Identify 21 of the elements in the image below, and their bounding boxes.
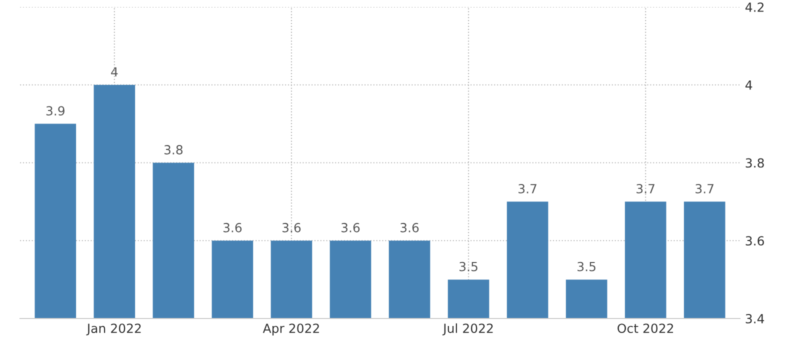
- data-label: 3.5: [460, 262, 478, 272]
- x-tick-label: Oct 2022: [618, 324, 674, 334]
- data-label: 3.6: [400, 222, 419, 232]
- x-tick-label: Apr 2022: [262, 324, 319, 336]
- y-tick-label: 3.8: [746, 158, 764, 168]
- data-label: 3.7: [518, 184, 536, 194]
- data-label: 3.9: [46, 106, 64, 116]
- y-tick-label: 3.4: [746, 314, 764, 324]
- y-tick-label: 3.6: [746, 236, 764, 246]
- data-label: 3.6: [223, 222, 242, 232]
- x-tick-label: Jul 2022: [442, 323, 493, 336]
- y-tick-label: 4.2: [745, 2, 764, 12]
- y-tick-label: 4: [745, 80, 752, 90]
- data-label: 3.6: [342, 222, 360, 232]
- data-label: 3.7: [696, 184, 714, 194]
- data-label: 4: [111, 67, 118, 76]
- data-label: 3.6: [282, 222, 301, 232]
- data-label: 3.7: [636, 184, 654, 194]
- data-label: 3.5: [578, 262, 596, 272]
- data-label: 3.8: [164, 145, 183, 154]
- x-tick-label: Jan 2022: [86, 324, 141, 336]
